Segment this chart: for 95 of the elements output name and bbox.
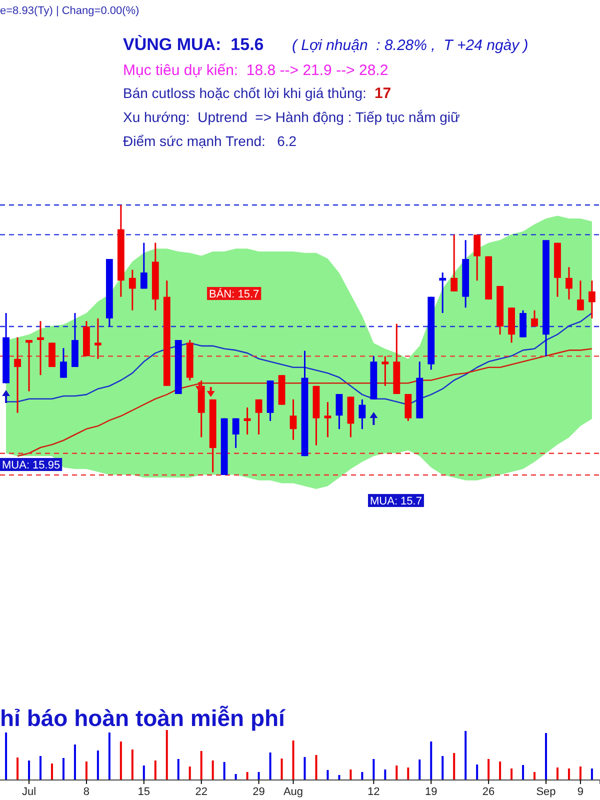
bar bbox=[142, 766, 145, 780]
text: e=8.93(Ty) | Chang=0.00(%) bbox=[0, 5, 140, 17]
bar bbox=[304, 757, 306, 780]
bar bbox=[96, 750, 99, 780]
bar bbox=[5, 732, 8, 780]
bar bbox=[85, 762, 88, 780]
bar bbox=[188, 766, 191, 780]
x-tick-label: Sep bbox=[536, 786, 556, 798]
price-tag: BÁN: 15.7 bbox=[207, 287, 262, 300]
candlestick bbox=[566, 266, 572, 300]
text: 17 bbox=[374, 85, 392, 102]
x-tick-label: 15 bbox=[138, 786, 150, 798]
candlestick bbox=[450, 234, 458, 292]
bar bbox=[545, 733, 548, 780]
bar bbox=[534, 772, 536, 780]
bar bbox=[430, 742, 432, 780]
bar bbox=[522, 765, 524, 780]
bar bbox=[418, 760, 421, 780]
bar bbox=[579, 766, 582, 780]
bar bbox=[384, 770, 386, 780]
chart-title: VÙNG MUA: 15.6 bbox=[123, 34, 264, 54]
bar bbox=[464, 731, 467, 780]
bar bbox=[200, 751, 202, 780]
bar bbox=[396, 766, 398, 780]
candlestick bbox=[439, 272, 446, 314]
bar bbox=[372, 759, 375, 780]
bar bbox=[131, 750, 134, 780]
candlestick bbox=[324, 401, 332, 438]
bar bbox=[361, 772, 364, 780]
candlestick bbox=[531, 310, 538, 328]
candlestick bbox=[474, 234, 481, 282]
bar bbox=[28, 760, 30, 780]
x-tick-label: 12 bbox=[368, 786, 380, 798]
bar bbox=[556, 768, 558, 780]
candlestick bbox=[382, 355, 389, 387]
bar bbox=[50, 764, 53, 780]
candlestick bbox=[232, 418, 240, 449]
bar bbox=[212, 760, 214, 780]
bar bbox=[442, 756, 444, 780]
bar bbox=[246, 772, 248, 780]
bar bbox=[315, 755, 318, 780]
candlestick bbox=[358, 398, 366, 430]
bar bbox=[476, 764, 478, 780]
bar bbox=[223, 762, 226, 780]
bar bbox=[326, 770, 329, 780]
bar bbox=[568, 768, 570, 780]
text: Bán cutloss hoặc chốt lời khi giá thủng: bbox=[123, 85, 366, 101]
candlestick bbox=[94, 318, 102, 360]
bar bbox=[108, 732, 110, 780]
candlestick bbox=[336, 393, 343, 430]
bar bbox=[74, 744, 76, 780]
bar bbox=[234, 774, 237, 780]
x-tick-label: 8 bbox=[83, 786, 90, 798]
candlestick bbox=[255, 398, 262, 436]
price-tag: MUA: 15.7 bbox=[368, 494, 424, 508]
x-tick-label: 9 bbox=[577, 786, 584, 798]
candlestick bbox=[14, 336, 21, 414]
bar bbox=[16, 758, 19, 780]
text: Điểm sức mạnh Trend: 6.2 bbox=[123, 133, 297, 149]
candlestick bbox=[60, 347, 67, 379]
x-tick-label: Jul bbox=[22, 786, 36, 798]
bar bbox=[154, 760, 156, 780]
x-tick-label: 22 bbox=[195, 786, 208, 798]
bar bbox=[292, 740, 294, 780]
chart-subtitle: ( Lợi nhuận : 8.28% , T +24 ngày ) bbox=[292, 37, 528, 54]
candlestick bbox=[37, 320, 44, 376]
text: Xu hướng: Uptrend => Hành động : Tiếp tục nắm giữ bbox=[123, 109, 460, 125]
x-tick-label: Aug bbox=[283, 786, 304, 798]
candlestick bbox=[290, 398, 297, 441]
x-tick-label: 26 bbox=[482, 786, 495, 798]
bar bbox=[269, 752, 272, 780]
x-tick-label: 19 bbox=[424, 786, 438, 798]
candlestick bbox=[577, 280, 584, 312]
bar bbox=[62, 758, 64, 780]
candlestick bbox=[140, 242, 148, 290]
bar bbox=[120, 742, 122, 780]
bar bbox=[590, 768, 593, 780]
bar bbox=[350, 770, 352, 780]
text: Mục tiêu dự kiến: 18.8 --> 21.9 --> 28.2 bbox=[123, 62, 388, 79]
bar bbox=[407, 768, 410, 780]
bar bbox=[40, 756, 42, 780]
bar bbox=[177, 759, 180, 780]
bar bbox=[499, 762, 502, 780]
bar bbox=[453, 753, 456, 780]
bar bbox=[488, 759, 490, 780]
candlestick bbox=[588, 280, 596, 320]
x-tick-label: 29 bbox=[252, 786, 265, 798]
price-tag: MUA: 15.95 bbox=[0, 458, 62, 472]
candlestick bbox=[26, 339, 32, 392]
bar bbox=[166, 730, 168, 780]
bar bbox=[338, 775, 340, 780]
bar bbox=[258, 772, 260, 780]
bar bbox=[280, 758, 283, 780]
candlestick bbox=[128, 269, 136, 312]
annotation: hỉ báo hoàn toàn miễn phí bbox=[0, 705, 286, 731]
